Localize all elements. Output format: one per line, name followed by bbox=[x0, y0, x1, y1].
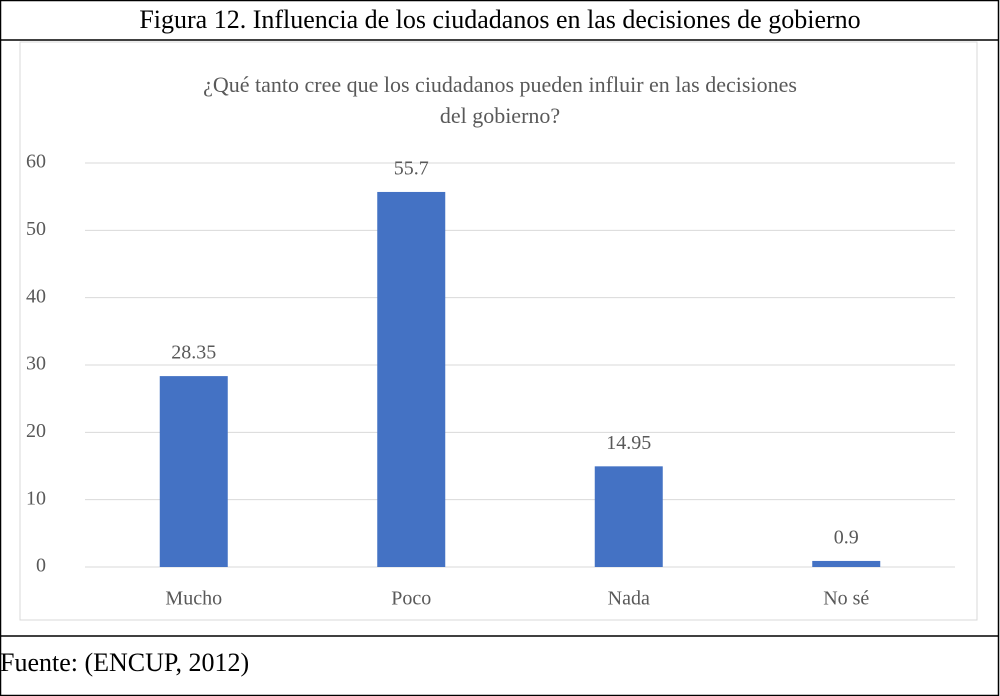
y-tick-label: 60 bbox=[26, 151, 46, 173]
bar bbox=[812, 560, 881, 567]
y-tick-label: 10 bbox=[26, 487, 46, 509]
bar bbox=[377, 191, 446, 567]
bar bbox=[594, 466, 663, 567]
chart-title: ¿Qué tanto cree que los ciudadanos puede… bbox=[203, 72, 797, 97]
y-tick-label: 40 bbox=[26, 285, 46, 307]
figure-caption: Figura 12. Influencia de los ciudadanos … bbox=[139, 5, 860, 34]
data-label: 55.7 bbox=[394, 158, 429, 180]
bar bbox=[159, 376, 228, 567]
y-tick-label: 20 bbox=[26, 420, 46, 442]
y-tick-label: 0 bbox=[36, 555, 46, 577]
chart-frame bbox=[19, 41, 978, 621]
y-tick-label: 50 bbox=[26, 218, 46, 240]
data-label: 14.95 bbox=[606, 432, 651, 454]
chart-title: del gobierno? bbox=[440, 103, 560, 128]
data-label: 0.9 bbox=[834, 527, 859, 549]
x-tick-label: No sé bbox=[823, 588, 869, 610]
x-tick-label: Mucho bbox=[165, 588, 222, 610]
y-tick-label: 30 bbox=[26, 353, 46, 375]
data-label: 28.35 bbox=[171, 342, 216, 364]
x-tick-label: Poco bbox=[391, 588, 431, 610]
x-tick-label: Nada bbox=[608, 588, 650, 610]
source-note: Fuente: (ENCUP, 2012) bbox=[0, 648, 249, 677]
